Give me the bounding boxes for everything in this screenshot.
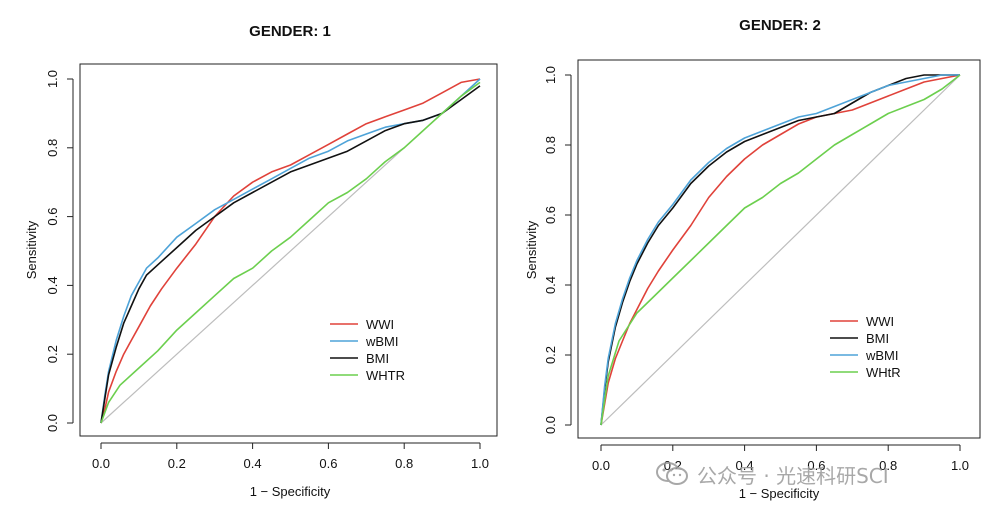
y-axis-label: Sensitivity xyxy=(24,220,39,279)
x-tick-label: 0.6 xyxy=(807,458,825,473)
roc-curve-wbmi xyxy=(600,74,960,426)
plot-frame xyxy=(79,63,498,437)
x-tick-label: 1.0 xyxy=(951,458,969,473)
y-tick-label: 0.6 xyxy=(543,206,558,224)
chart-title: GENDER: 2 xyxy=(739,17,821,34)
y-tick-label: 0.8 xyxy=(45,139,60,157)
y-tick-label: 1.0 xyxy=(543,66,558,84)
y-tick-label: 0.0 xyxy=(543,416,558,434)
x-tick-label: 0.8 xyxy=(879,458,897,473)
x-tick-label: 0.0 xyxy=(592,458,610,473)
x-tick-label: 0.6 xyxy=(319,456,337,471)
wechat-bubble-icon xyxy=(656,462,688,485)
legend-label-bmi: BMI xyxy=(366,351,389,366)
y-tick-label: 1.0 xyxy=(45,70,60,88)
legend-label-whtr: WHTR xyxy=(366,368,405,383)
y-axis-label: Sensitivity xyxy=(524,220,539,279)
x-axis-label: 1 − Specificity xyxy=(250,484,331,499)
plot-frame xyxy=(577,59,981,439)
x-tick-label: 1.0 xyxy=(471,456,489,471)
roc-panel-1: GENDER: 1 0.0 0.2 0.4 0.6 0.8 1.0 0.0 0.2 0.4 0.6 0… xyxy=(24,23,498,499)
y-tick-label: 0.4 xyxy=(543,276,558,294)
legend-label-bmi: BMI xyxy=(866,331,889,346)
reference-diagonal xyxy=(600,74,961,426)
roc-curve-whtr xyxy=(100,81,481,424)
y-tick-label: 0.6 xyxy=(45,208,60,226)
y-tick-label: 0.2 xyxy=(45,345,60,363)
roc-curve-wwi xyxy=(100,78,481,424)
legend-label-wwi: WWI xyxy=(866,314,894,329)
legend-label-wbmi: wBMI xyxy=(365,334,399,349)
watermark-text: 公众号 · 光速科研SCI xyxy=(697,463,889,488)
legend-label-wbmi: wBMI xyxy=(865,348,899,363)
x-axis-label: 1 − Specificity xyxy=(739,486,820,501)
watermark: 公众号 · 光速科研SCI xyxy=(655,458,889,490)
y-tick-label: 0.8 xyxy=(543,136,558,154)
roc-curve-bmi xyxy=(100,85,481,424)
legend-label-wwi: WWI xyxy=(366,317,394,332)
x-tick-label: 0.4 xyxy=(736,458,754,473)
x-tick-label: 0.8 xyxy=(395,456,413,471)
x-tick-label: 0.2 xyxy=(168,456,186,471)
roc-curve-whtr xyxy=(600,74,961,426)
x-tick-label: 0.4 xyxy=(244,456,262,471)
legend-label-whtr: WHtR xyxy=(866,365,901,380)
x-tick-label: 0.0 xyxy=(92,456,110,471)
y-tick-label: 0.0 xyxy=(45,414,60,432)
legend: WWI BMI wBMI WHtR xyxy=(830,314,901,380)
legend: WWI wBMI BMI WHTR xyxy=(330,317,405,383)
y-tick-label: 0.4 xyxy=(45,276,60,294)
roc-panel-2: GENDER: 20.0 0.2 0.4 0.6 0.8 1.00.00.20.40.60… xyxy=(524,17,981,501)
roc-curve-wwi xyxy=(600,74,961,426)
y-tick-label: 0.2 xyxy=(543,346,558,364)
chart-title: GENDER: 1 xyxy=(249,23,331,40)
